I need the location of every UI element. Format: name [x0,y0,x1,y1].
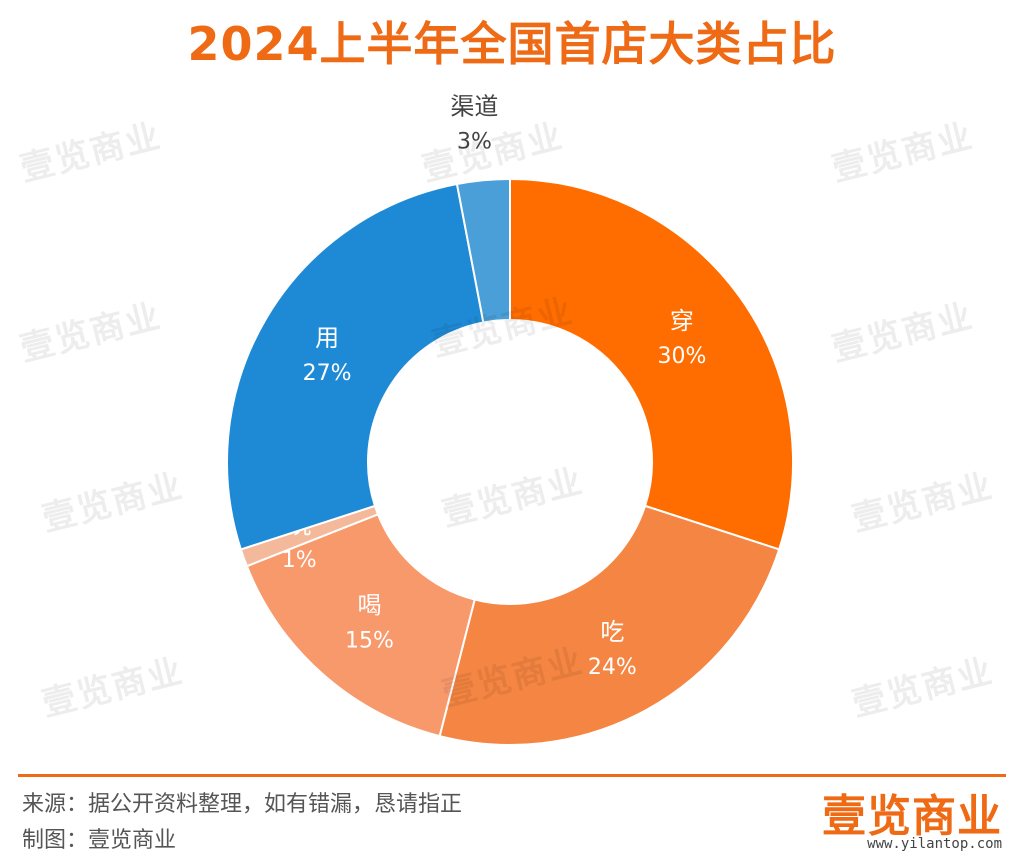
slice-category-label: 用 [315,324,339,352]
slice-value-label: 24% [588,655,637,680]
donut-slice [245,512,476,738]
slice-value-label: 30% [657,344,706,369]
chart-credit: 制图：壹览商业 [22,828,177,853]
donut-slice [509,177,794,551]
slice-category-label: 穿 [670,307,694,335]
donut-slice [455,177,511,324]
source-note: 来源：据公开资料整理，如有错漏，恳请指正 [22,792,463,817]
footer-divider [18,774,1006,777]
donut-slice [438,504,781,746]
slice-value-label: 1% [282,548,317,573]
slice-category-label: 渠道 [450,92,498,120]
slice-value-label: 27% [303,361,352,386]
brand-url: www.yilantop.com [867,836,1002,852]
chart-title: 2024上半年全国首店大类占比 [187,17,837,71]
slice-category-label: 吃 [600,618,624,646]
brand-logo: 壹览商业 [822,791,1002,842]
slice-category-label: 喝 [357,591,381,619]
slice-value-label: 15% [345,628,394,653]
donut-slice [226,182,485,551]
slice-value-label: 3% [457,129,492,154]
